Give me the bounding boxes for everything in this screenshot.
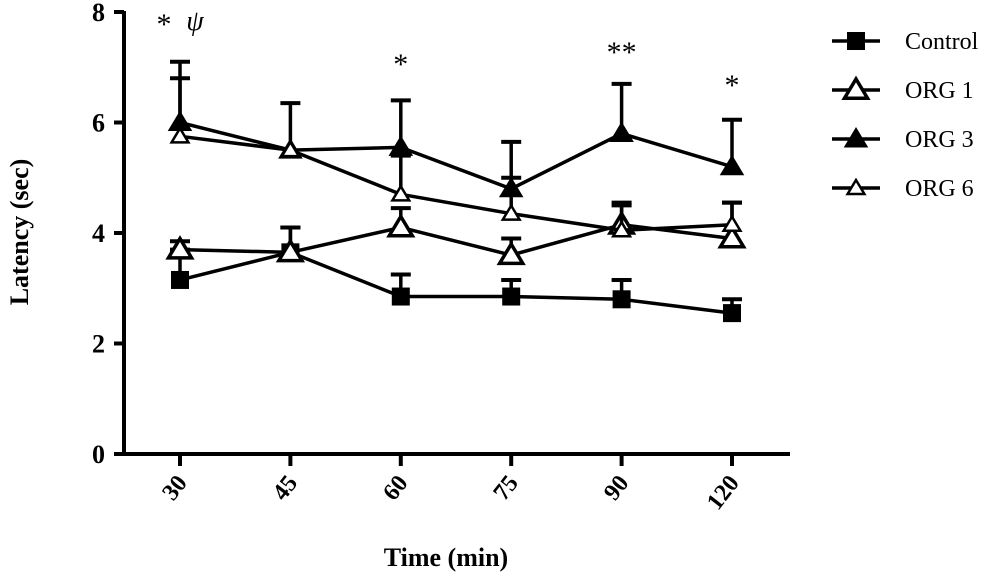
legend-label: ORG 6 — [905, 176, 974, 202]
annotations: * ψ* *** — [157, 6, 740, 102]
data-point — [612, 290, 631, 309]
y-axis-title: Latency (sec) — [5, 159, 34, 306]
data-point — [391, 287, 410, 306]
legend-marker — [847, 32, 865, 50]
legend-item: ORG 6 — [832, 176, 974, 202]
legend-item: ORG 1 — [832, 75, 974, 104]
data-point — [275, 237, 306, 263]
data-point — [719, 154, 745, 176]
data-point — [496, 240, 526, 266]
data-point — [165, 235, 195, 260]
legend: Control ORG 1 ORG 3 ORG 6 — [832, 29, 979, 202]
series-org-6 — [169, 76, 743, 238]
y-tick-label: 2 — [92, 330, 105, 359]
significance-marker: * — [157, 8, 172, 41]
series-line — [179, 134, 733, 232]
data-point — [171, 270, 189, 289]
data-point — [721, 214, 743, 232]
x-tick-label: 30 — [157, 471, 192, 506]
series-line — [179, 250, 733, 315]
x-ticks: 30 45 60 75 90 120 — [157, 454, 745, 515]
legend-item: Control — [832, 29, 979, 55]
x-axis-title: Time (min) — [384, 543, 508, 572]
y-tick-label: 8 — [92, 0, 105, 27]
data-point — [609, 121, 634, 143]
data-point — [390, 183, 412, 202]
x-tick-label: 120 — [702, 471, 745, 515]
series-layer — [165, 59, 747, 323]
y-tick-label: 0 — [92, 440, 105, 469]
series-org-3 — [167, 59, 745, 198]
data-point — [279, 139, 302, 158]
x-tick-label: 90 — [599, 471, 634, 506]
data-point — [717, 224, 747, 249]
legend-label: ORG 1 — [905, 78, 974, 104]
significance-marker: ψ — [186, 6, 204, 37]
series-line — [179, 222, 733, 257]
x-tick-label: 75 — [489, 471, 524, 506]
y-tick-label: 6 — [92, 109, 105, 138]
legend-marker — [841, 75, 871, 100]
legend-marker — [845, 177, 867, 196]
legend-marker — [843, 127, 869, 148]
legend-label: Control — [905, 29, 979, 55]
legend-label: ORG 3 — [905, 127, 974, 153]
data-point — [500, 203, 522, 221]
x-tick-label: 45 — [268, 471, 303, 506]
legend-item: ORG 3 — [832, 127, 974, 153]
y-ticks: 0 2 4 6 8 — [92, 0, 124, 469]
significance-marker: ** — [607, 36, 637, 69]
data-point — [723, 304, 741, 323]
data-point — [169, 125, 191, 144]
data-point — [610, 219, 633, 238]
data-point — [386, 213, 416, 238]
y-tick-label: 4 — [92, 219, 105, 248]
significance-marker: * — [725, 69, 740, 102]
series-org-1 — [165, 200, 747, 266]
series-line — [179, 120, 733, 191]
data-point — [502, 287, 521, 306]
x-tick-label: 60 — [378, 471, 413, 506]
significance-marker: * — [393, 48, 408, 81]
